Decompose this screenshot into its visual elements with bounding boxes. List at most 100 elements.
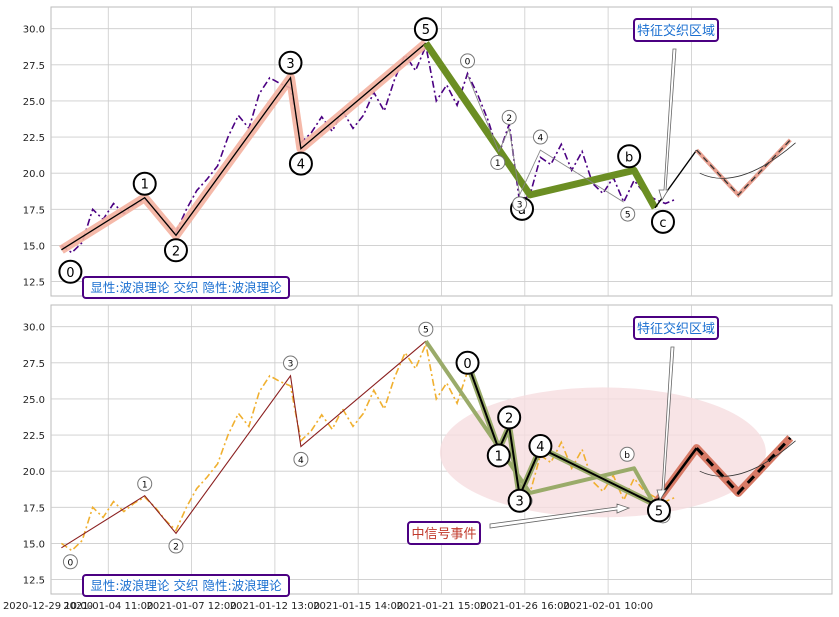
sub-wave-label: 5	[655, 504, 663, 519]
event-arrow	[489, 503, 631, 529]
main-wave-label-circle	[413, 17, 438, 42]
tail-dashed-line	[695, 436, 792, 496]
y-tick-label: 22.5	[23, 133, 45, 144]
x-tick-label: 2021-01-07 12:00	[147, 601, 237, 612]
main-wave-label-circle	[278, 50, 303, 75]
callout-box	[633, 18, 719, 42]
sub-wave-label: 2	[505, 411, 513, 426]
main-wave-label-circle	[62, 554, 78, 570]
legend-label: 显性:波浪理论 交织 隐性:波浪理论	[90, 578, 282, 593]
sub-wave-label-circle	[497, 405, 522, 430]
main-wave-label: 3	[286, 57, 294, 72]
abc-wave-label-circle	[617, 144, 642, 169]
main-wave-label-circle	[418, 321, 434, 337]
main-wave-label: 4	[298, 456, 304, 466]
y-tick-label: 17.5	[23, 205, 45, 216]
sub-wave-label-circle	[486, 443, 511, 468]
main-wave-label: 5	[422, 23, 430, 38]
sub-wave-label: 4	[536, 440, 544, 455]
y-tick-label: 20.0	[23, 467, 45, 478]
event-box	[407, 521, 481, 545]
main-wave-label-circle	[132, 171, 157, 196]
trend-curve	[699, 440, 796, 477]
abc-wave-label: b	[624, 451, 630, 461]
y-tick-label: 30.0	[23, 323, 45, 334]
y-tick-label: 27.5	[23, 359, 45, 370]
y-tick-label: 12.5	[23, 576, 45, 587]
callout-label: 特征交织区域	[637, 321, 715, 337]
y-tick-label: 25.0	[23, 395, 45, 406]
main-wave-label-circle	[293, 451, 309, 467]
callout-arrow	[658, 48, 677, 201]
abc-wave-label-circle	[619, 446, 635, 462]
main-wave-label: 1	[141, 178, 149, 193]
y-tick-label: 17.5	[23, 503, 45, 514]
trend-curve	[699, 142, 796, 179]
x-tick-label: 2021-01-04 11:00	[63, 601, 153, 612]
abc-wave-label-circle	[650, 209, 675, 234]
sub-wave-line	[467, 74, 624, 203]
legend-box	[82, 574, 290, 597]
abc-wave-label: c	[659, 216, 666, 231]
x-tick-label: 2021-01-15 14:00	[313, 601, 403, 612]
y-tick-label: 12.5	[23, 278, 45, 289]
sub-wave-label: 4	[538, 134, 544, 144]
main-wave-label: 4	[297, 158, 305, 173]
sub-wave-label-circle	[455, 350, 480, 375]
sub-wave-label: 3	[515, 495, 523, 510]
sub-wave-label: 0	[463, 357, 471, 372]
main-wave-label: 2	[172, 244, 180, 259]
main-wave-label-circle	[168, 538, 184, 554]
main-wave-label: 1	[142, 480, 148, 490]
event-label: 中信号事件	[411, 527, 476, 542]
tail-dashed-line	[696, 139, 791, 196]
sub-wave-label-circle	[501, 109, 517, 125]
panel-bottom: 12.515.017.520.022.525.027.530.0012345ab…	[23, 304, 833, 597]
main-wave-line	[61, 340, 427, 549]
main-wave-label-circle	[58, 259, 83, 284]
sub-wave-label: 1	[495, 450, 503, 465]
main-wave-label: 5	[423, 326, 429, 336]
callout-arrow	[656, 346, 675, 501]
main-wave-label: 0	[66, 266, 74, 281]
callout-label: 特征交织区域	[637, 23, 715, 39]
sub-wave-label-circle	[512, 196, 528, 212]
x-tick-label: 2021-01-26 16:00	[480, 601, 570, 612]
main-wave-label-circle	[283, 355, 299, 371]
main-wave-label: 0	[68, 558, 74, 568]
main-wave-label: 2	[173, 543, 179, 553]
sub-wave-label: 0	[465, 57, 471, 67]
x-tick-label: 2020-12-29 10:00	[3, 601, 93, 612]
main-wave-label-circle	[137, 476, 153, 492]
legend-label: 显性:波浪理论 交织 隐性:波浪理论	[90, 280, 282, 295]
sub-wave-label-circle	[460, 53, 476, 69]
sub-wave-label: 5	[625, 211, 631, 221]
y-tick-label: 27.5	[23, 61, 45, 72]
sub-wave-label-circle	[532, 129, 548, 145]
sub-wave-label-circle	[490, 155, 506, 170]
y-tick-label: 20.0	[23, 169, 45, 180]
main-wave-label-circle	[163, 238, 188, 263]
legend-box	[82, 276, 290, 299]
y-tick-label: 30.0	[23, 25, 45, 36]
abc-wave-line	[423, 41, 659, 210]
x-tick-label: 2021-02-01 10:00	[563, 601, 653, 612]
main-wave-label-circle	[288, 151, 313, 176]
main-wave-line	[61, 42, 427, 251]
main-wave-label: 3	[288, 360, 294, 370]
sub-wave-label-circle	[507, 488, 532, 513]
panel-top: 12.515.017.520.022.525.027.530.0012345ab…	[23, 6, 833, 299]
sub-wave-label-circle	[528, 434, 553, 459]
sub-wave-label: 3	[517, 200, 523, 210]
y-tick-label: 15.0	[23, 241, 45, 252]
abc-wave-line	[424, 339, 657, 507]
y-tick-label: 22.5	[23, 431, 45, 442]
sub-wave-line	[466, 362, 656, 506]
sub-wave-label-circle	[646, 498, 671, 523]
x-tick-label: 2021-01-12 13:00	[230, 601, 320, 612]
price-series-line	[60, 43, 677, 254]
abc-wave-label: b	[625, 150, 633, 165]
sub-wave-label: 2	[506, 114, 512, 124]
price-series-line	[60, 341, 677, 552]
